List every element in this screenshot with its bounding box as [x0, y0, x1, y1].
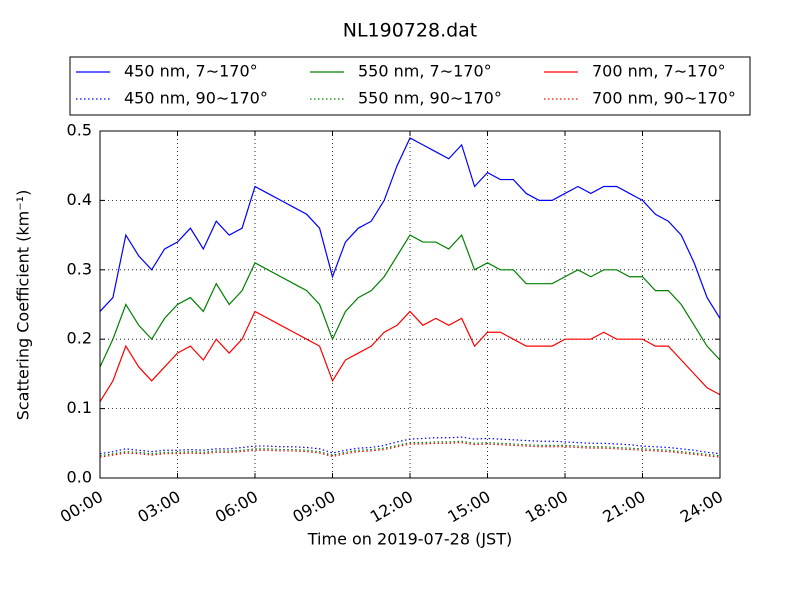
legend-label: 700 nm, 7∼170° [592, 62, 726, 81]
y-tick-label: 0.4 [67, 190, 92, 209]
y-tick-label: 0.5 [67, 121, 92, 140]
plot-frame [99, 130, 721, 479]
series-line [99, 137, 721, 319]
series-line [99, 442, 721, 458]
series-line [99, 440, 721, 457]
chart-title: NL190728.dat [343, 20, 478, 42]
legend-label: 700 nm, 90∼170° [592, 89, 736, 108]
legend-box [69, 56, 751, 116]
y-axis-label: Scattering Coefficient (km⁻¹) [14, 190, 33, 421]
legend-label: 550 nm, 7∼170° [358, 62, 492, 81]
y-tick-label: 0.2 [67, 329, 92, 348]
series-line [99, 436, 721, 455]
y-tick-label: 0.1 [67, 398, 92, 417]
y-tick-label: 0.0 [67, 468, 92, 487]
series-line [99, 233, 721, 368]
x-axis-label: Time on 2019-07-28 (JST) [307, 530, 512, 549]
series-line [99, 310, 721, 402]
y-tick-label: 0.3 [67, 259, 92, 278]
legend-label: 550 nm, 90∼170° [358, 89, 502, 108]
legend-label: 450 nm, 90∼170° [124, 89, 268, 108]
legend-label: 450 nm, 7∼170° [124, 62, 258, 81]
